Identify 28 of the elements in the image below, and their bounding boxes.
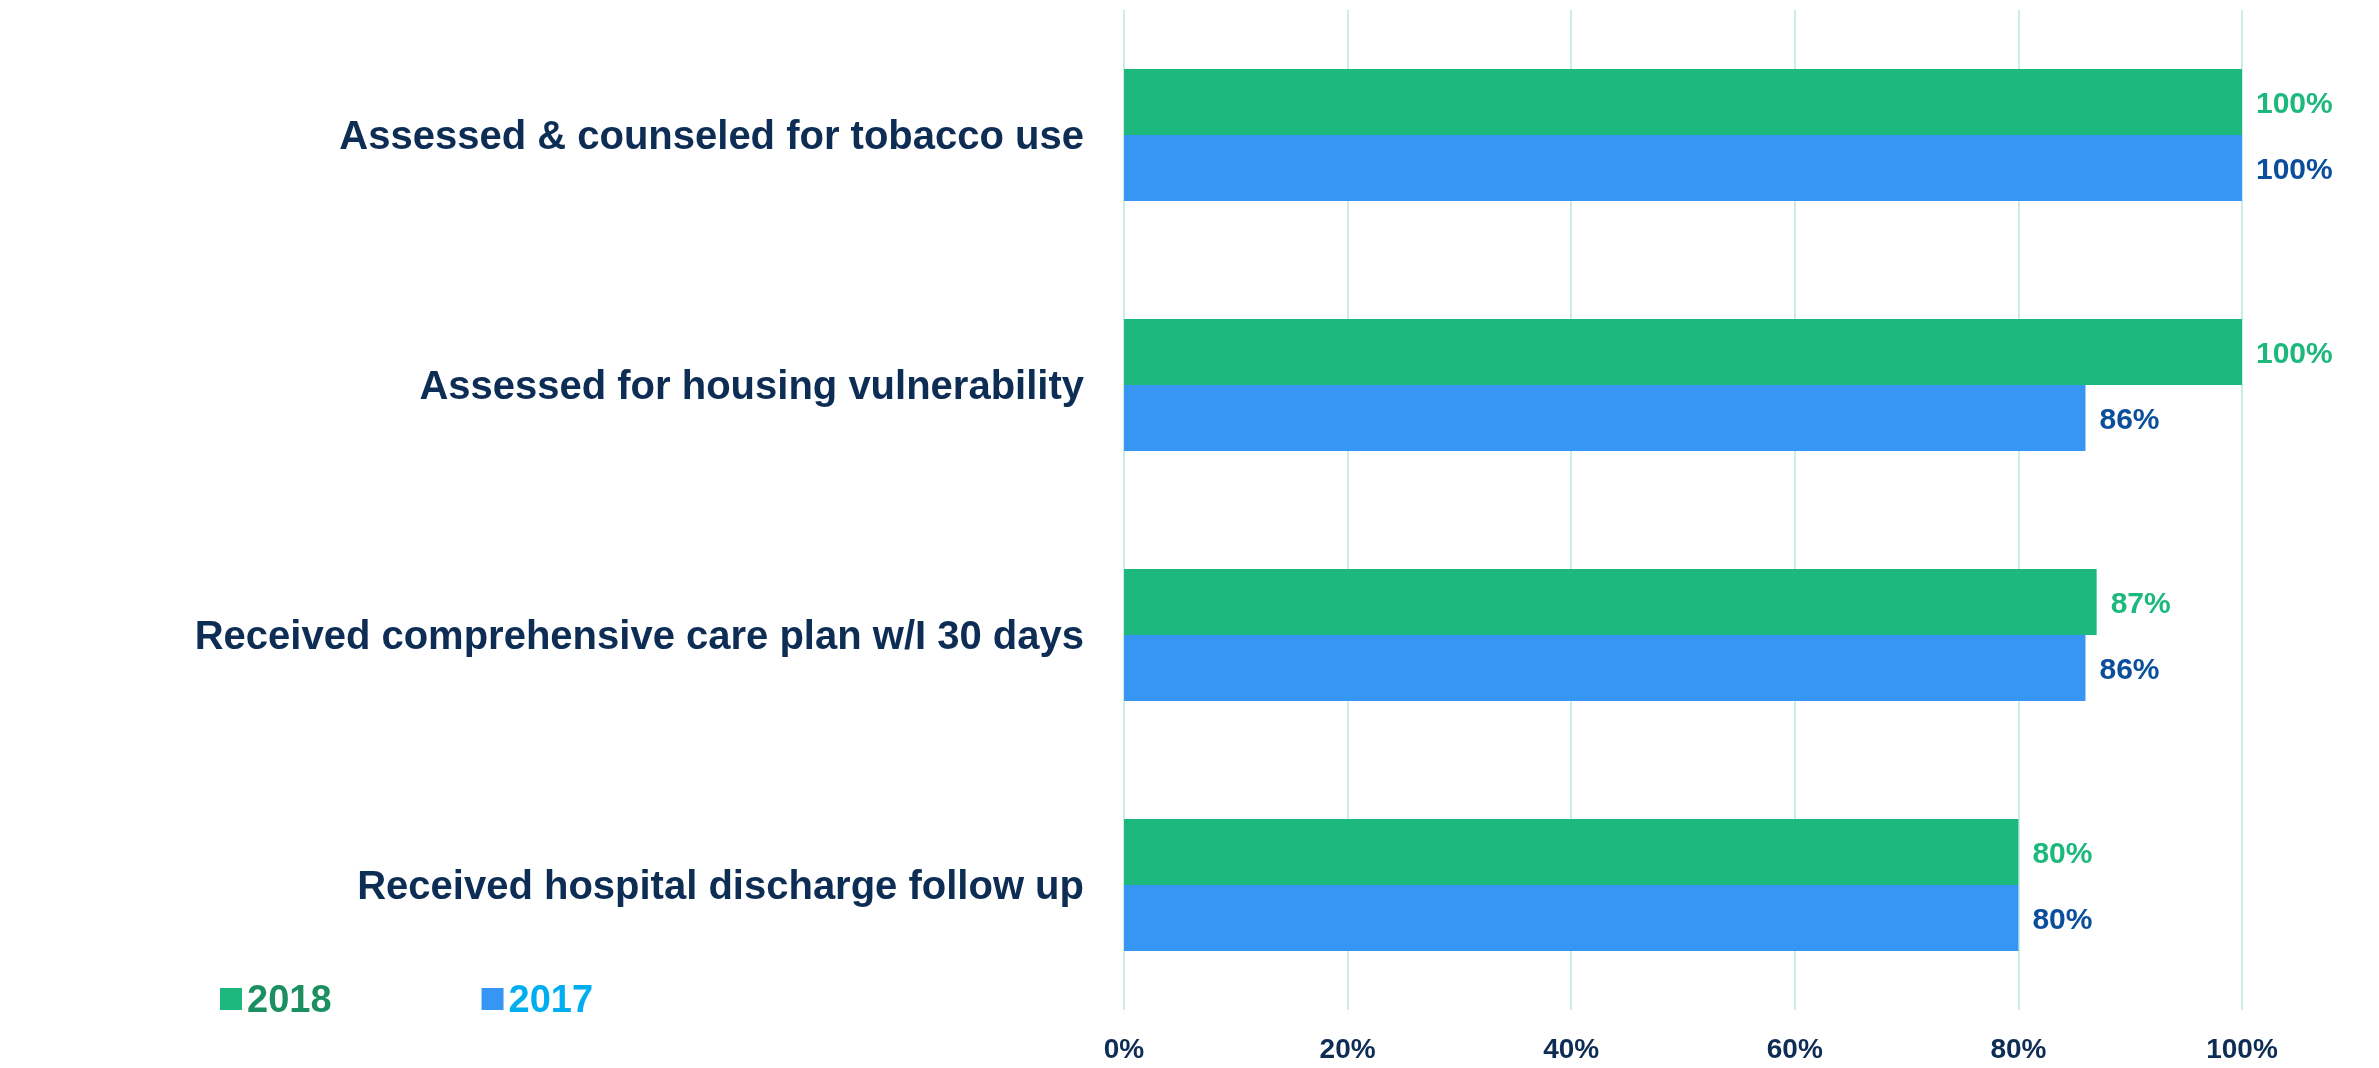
- data-label: 87%: [2110, 585, 2171, 619]
- y-tick-label: Received comprehensive care plan w/I 30 days: [194, 613, 1084, 657]
- bar: [1124, 319, 2242, 385]
- y-tick-label: Received hospital discharge follow up: [357, 863, 1084, 907]
- bar: [1124, 569, 2097, 635]
- x-tick-label: 80%: [1990, 1032, 2047, 1064]
- bar: [1124, 885, 2019, 951]
- data-label: 80%: [2032, 901, 2093, 935]
- x-tick-label: 20%: [1319, 1032, 1376, 1064]
- x-tick-label: 100%: [2206, 1032, 2278, 1064]
- x-tick-label: 60%: [1766, 1032, 1823, 1064]
- bar: [1124, 385, 2086, 451]
- bar: [1124, 635, 2086, 701]
- y-tick-label: Assessed for housing vulnerability: [419, 363, 1085, 407]
- data-label: 100%: [2256, 335, 2333, 369]
- bar: [1124, 135, 2242, 201]
- data-label: 100%: [2256, 151, 2333, 185]
- bar: [1124, 69, 2242, 135]
- legend-label: 2017: [508, 978, 594, 1020]
- y-tick-label: Assessed & counseled for tobacco use: [339, 113, 1084, 157]
- x-tick-label: 40%: [1543, 1032, 1600, 1064]
- x-tick-label: 0%: [1103, 1032, 1145, 1064]
- data-label: 86%: [2099, 401, 2160, 435]
- data-label: 80%: [2032, 835, 2093, 869]
- data-label: 86%: [2099, 651, 2160, 685]
- legend-label: 2018: [247, 978, 332, 1020]
- data-label: 100%: [2256, 85, 2333, 119]
- bar: [1124, 819, 2019, 885]
